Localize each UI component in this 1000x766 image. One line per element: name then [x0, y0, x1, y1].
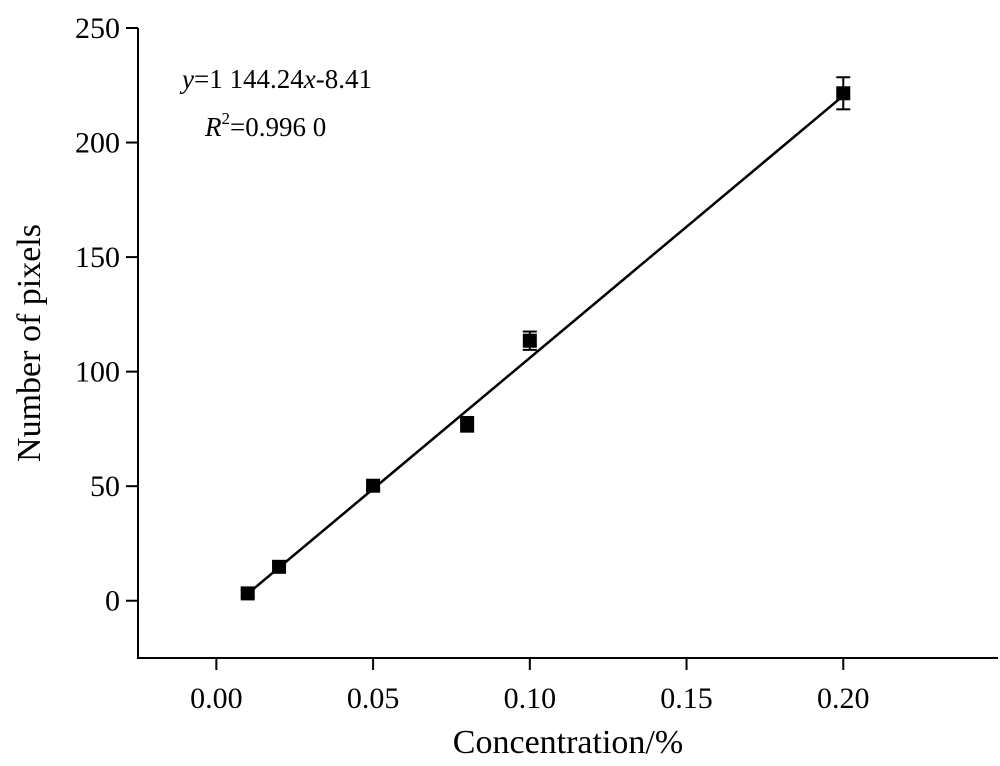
x-tick-label: 0.10: [504, 682, 557, 715]
fit-equation: y=1 144.24x-8.41: [179, 64, 372, 94]
y-tick-label: 250: [75, 12, 120, 45]
points-layer: [240, 76, 851, 601]
equation-slope: =1 144.24: [194, 64, 304, 94]
y-axis-title: Number of pixels: [11, 224, 48, 462]
point-marker: [836, 86, 851, 101]
data-point: [522, 330, 537, 351]
x-tick-label: 0.05: [347, 682, 400, 715]
y-tick-label: 50: [90, 470, 120, 503]
x-tick-label: 0.00: [190, 682, 243, 715]
r-squared-value: =0.996 0: [230, 112, 326, 142]
x-ticks: 0.00 0.05 0.10 0.15 0.20: [190, 658, 870, 715]
y-tick-label: 0: [105, 585, 120, 618]
y-tick-label: 100: [75, 356, 120, 389]
r-squared-exponent: 2: [222, 109, 231, 128]
y-tick-label: 150: [75, 241, 120, 274]
data-point: [240, 586, 255, 601]
x-tick-label: 0.20: [817, 682, 870, 715]
fit-layer: [246, 94, 845, 595]
point-marker: [522, 333, 537, 348]
fit-line: [246, 94, 845, 595]
data-point: [836, 76, 851, 111]
point-marker: [240, 586, 255, 601]
y-tick-label: 200: [75, 127, 120, 160]
point-marker: [460, 417, 475, 432]
x-tick-label: 0.15: [660, 682, 713, 715]
r-squared-symbol: R: [204, 112, 222, 142]
data-point: [366, 478, 381, 493]
axes: [137, 28, 998, 659]
r-squared: R2=0.996 0: [204, 109, 326, 142]
y-ticks: 0 50 100 150 200 250: [75, 12, 138, 618]
point-marker: [272, 559, 287, 574]
equation-intercept: -8.41: [316, 64, 372, 94]
data-point: [460, 415, 475, 433]
x-axis-title: Concentration/%: [453, 724, 683, 761]
point-marker: [366, 478, 381, 493]
equation-x-var: x: [303, 64, 316, 94]
equation-y-var: y: [179, 64, 194, 94]
data-point: [272, 559, 287, 574]
